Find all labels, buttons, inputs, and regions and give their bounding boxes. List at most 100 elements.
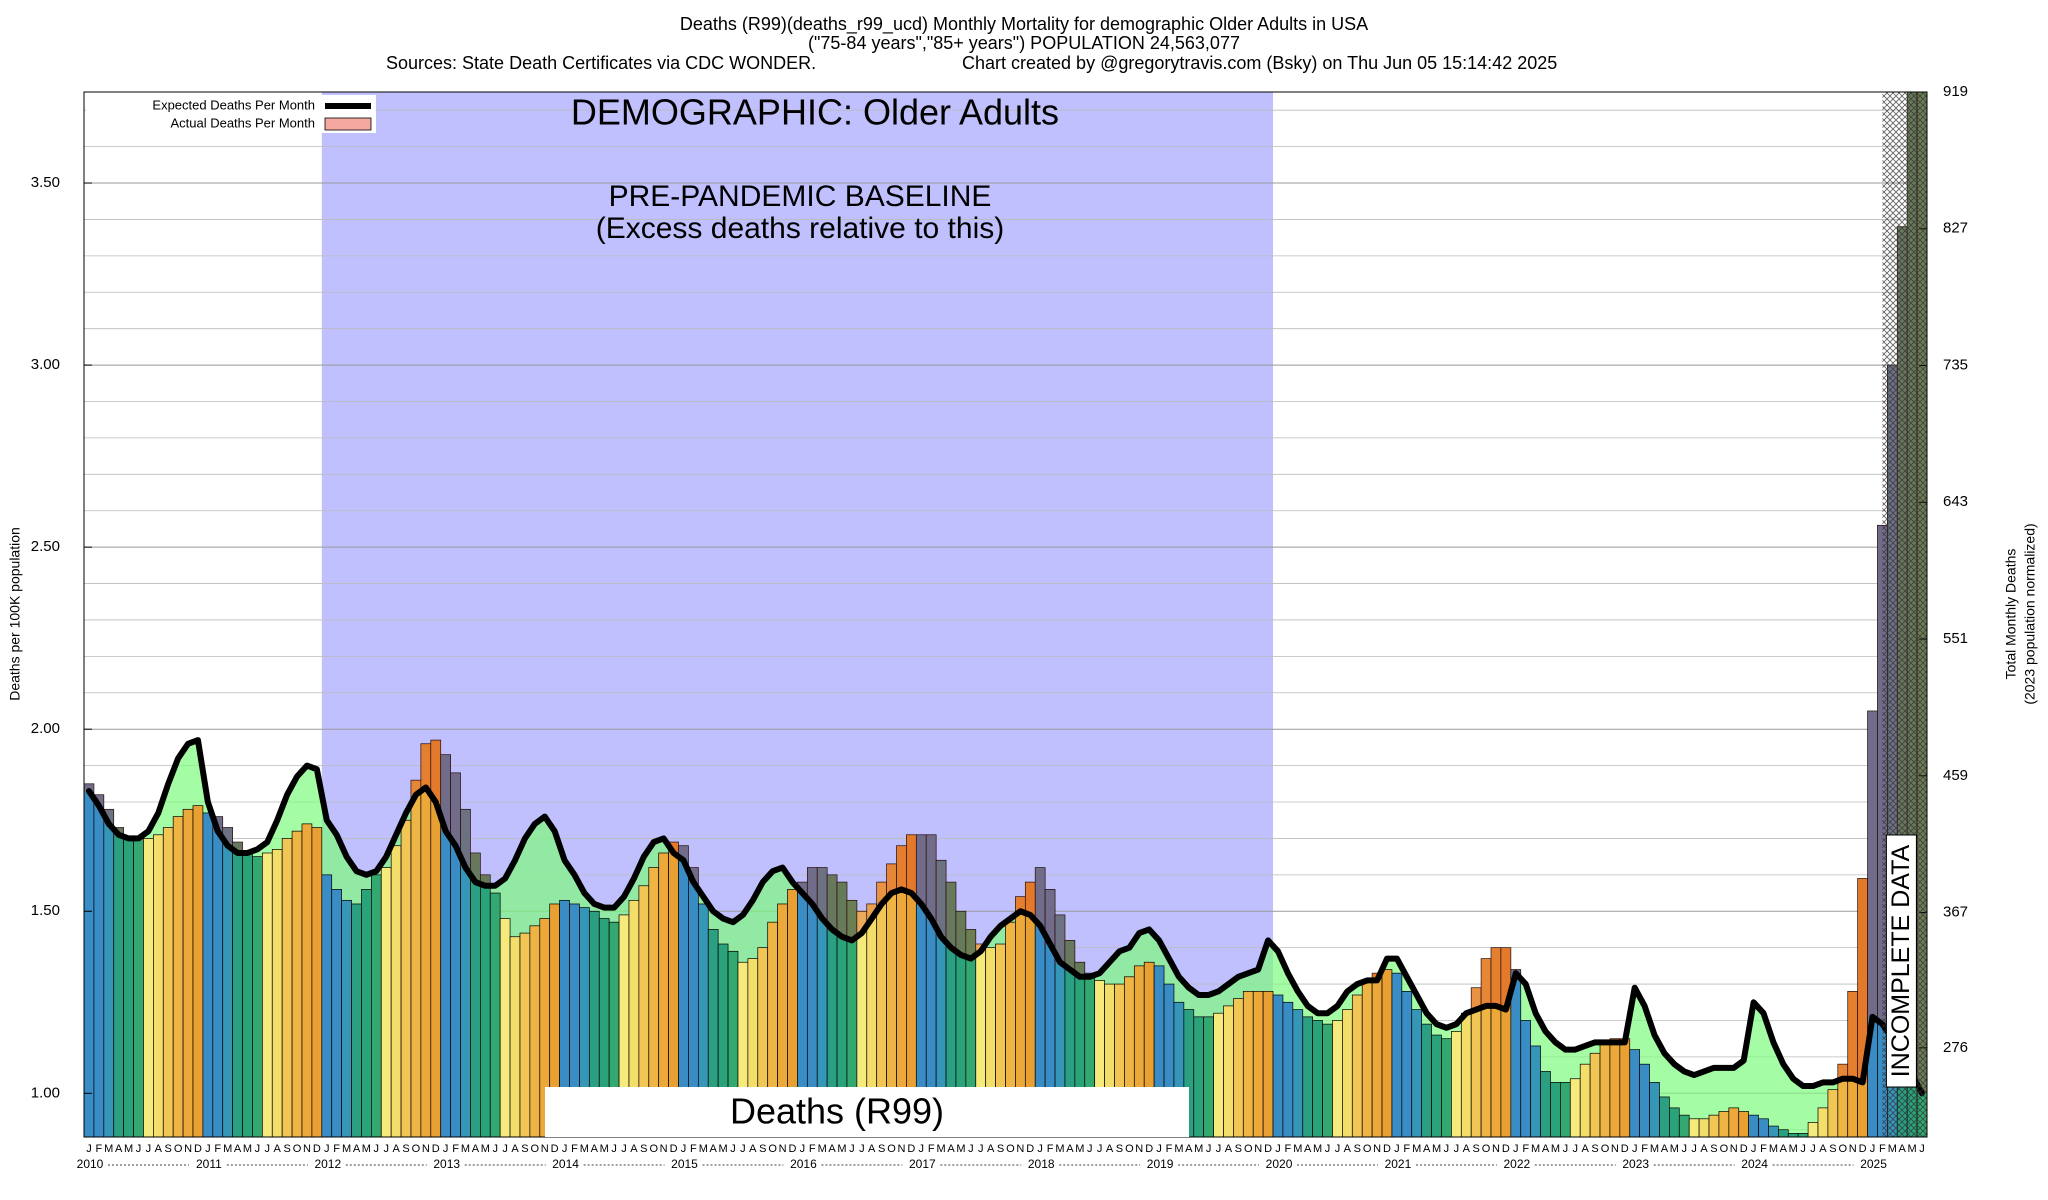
x-tick-label: M [837,1143,846,1155]
bar [1827,1089,1839,1137]
x-tick-label: M [1174,1143,1183,1155]
x-tick-label: D [313,1143,321,1155]
x-tick-label: A [234,1143,242,1155]
expected-line [85,737,1926,1097]
excess-bar [1491,947,1501,1006]
x-tick-label: S [759,1143,766,1155]
x-tick-label: A [1066,1143,1074,1155]
x-tick-label: J [1394,1143,1400,1155]
x-tick-label: J [265,1143,271,1155]
bar [1698,1118,1710,1137]
x-tick-label: S [283,1143,290,1155]
x-tick-label: M [1075,1143,1084,1155]
year-label: 2013 [433,1157,460,1171]
excess-bar [222,827,233,846]
excess-bar [430,740,441,803]
x-tick-label: F [571,1143,578,1155]
bar [212,816,224,1137]
bar [1272,994,1284,1137]
x-tick-label: D [1145,1143,1153,1155]
excess-bar [1867,710,1878,1017]
bar [1540,1071,1551,1137]
y-tick-label: 1.00 [31,1084,60,1101]
x-tick-label: J [374,1143,380,1155]
bar [1351,994,1363,1137]
x-tick-label: A [1542,1143,1550,1155]
y2-axis-label: Total Monthly Deaths [2003,549,2019,680]
excess-bar [1045,889,1056,945]
x-tick-label: D [670,1143,678,1155]
x-tick-label: A [1185,1143,1193,1155]
year-label: 2020 [1266,1157,1293,1171]
excess-bar [470,852,481,883]
x-tick-label: S [1354,1143,1361,1155]
x-tick-label: N [897,1143,905,1155]
x-tick-label: O [174,1143,183,1155]
x-tick-label: F [1641,1143,1648,1155]
excess-bar [817,867,828,919]
x-tick-label: M [1888,1143,1897,1155]
x-tick-label: J [1087,1143,1093,1155]
year-label: 2021 [1385,1157,1412,1171]
x-tick-label: N [422,1143,430,1155]
x-tick-label: D [194,1143,202,1155]
x-tick-label: J [136,1143,142,1155]
excess-bar [1481,958,1492,1006]
excess-bar [807,867,818,904]
bar [1768,1125,1779,1137]
x-tick-label: S [402,1143,409,1155]
x-tick-label: M [1908,1143,1917,1155]
x-tick-label: M [1769,1143,1778,1155]
x-tick-label: F [928,1143,935,1155]
x-tick-label: J [492,1143,498,1155]
excess-bar [103,809,114,824]
x-tick-label: A [1106,1143,1114,1155]
bar [1242,991,1254,1137]
x-tick-label: M [1670,1143,1679,1155]
x-tick-label: N [1492,1143,1500,1155]
excess-bar [688,867,699,883]
baseline-sub-label: (Excess deaths relative to this) [596,212,1005,245]
bar [1639,1063,1650,1137]
bar [222,827,233,1137]
bar [341,899,352,1137]
y2-tick-label: 919 [1943,83,1968,100]
bar [1530,1045,1541,1137]
bar [1451,1031,1462,1137]
bar [133,838,144,1137]
y2-tick-label: 551 [1943,630,1968,647]
excess-bar [1074,962,1085,977]
x-tick-label: M [1055,1143,1064,1155]
year-label: 2015 [671,1157,698,1171]
bar [252,856,263,1137]
year-label: 2017 [909,1157,936,1171]
x-tick-label: F [1047,1143,1054,1155]
bar [1579,1063,1591,1137]
bar [182,808,194,1137]
excess-bar [93,794,104,806]
bar [113,827,124,1137]
excess-bar [797,882,808,894]
bar [1778,1129,1789,1137]
bar [1609,1038,1621,1137]
bar [1342,1009,1353,1137]
bar [1371,972,1383,1137]
x-tick-label: J [1335,1143,1341,1155]
excess-bar [946,882,956,948]
excess-bar [460,809,471,868]
bar [519,932,531,1137]
bar [499,918,511,1137]
bar [1282,1001,1294,1137]
x-tick-label: J [1097,1143,1103,1155]
x-tick-label: J [1325,1143,1331,1155]
excess-bar [856,911,867,934]
x-tick-label: A [1780,1143,1788,1155]
bar [400,819,412,1137]
bar [202,812,214,1137]
x-tick-label: F [690,1143,697,1155]
bar [361,889,372,1137]
x-tick-label: S [1710,1143,1717,1155]
x-tick-label: O [293,1143,302,1155]
x-tick-label: A [1899,1143,1907,1155]
x-tick-label: F [809,1143,816,1155]
